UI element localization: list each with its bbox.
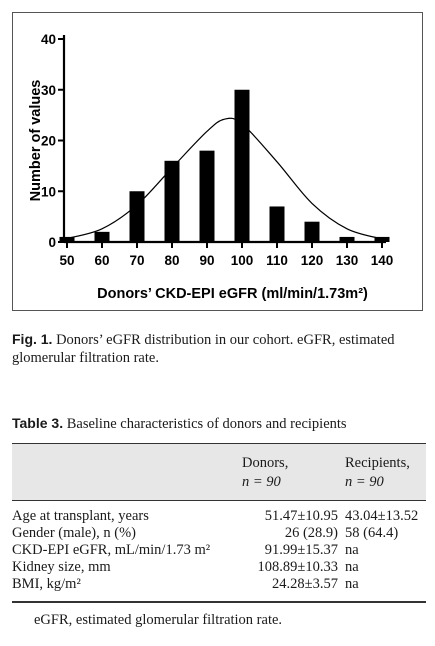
cell-recipients: 43.04±13.52	[345, 508, 419, 524]
table-bottom-rule	[12, 602, 426, 603]
column-header-recipients: Recipients, n = 90	[345, 454, 410, 492]
table-top-rule	[12, 443, 426, 444]
row-label: Kidney size, mm	[12, 559, 111, 575]
table-header: Donors, n = 90 Recipients, n = 90	[12, 444, 426, 500]
x-tick-label: 100	[231, 253, 254, 268]
figure-label: Fig. 1.	[12, 331, 53, 347]
x-tick-label: 110	[266, 253, 288, 268]
bar	[59, 236, 75, 242]
bar	[94, 231, 110, 242]
table-header-rule	[12, 500, 426, 501]
x-axis-label: Donors’ CKD-EPI eGFR (ml/min/1.73m²)	[97, 286, 368, 302]
y-tick-label: 40	[41, 32, 56, 47]
column-name: Donors,	[242, 455, 289, 471]
footnote-text: eGFR, estimated glomerular filtration ra…	[34, 612, 283, 628]
cell-donors: 108.89±10.33	[257, 559, 338, 575]
table-label: Table 3.	[12, 415, 64, 431]
bar	[164, 160, 180, 242]
bar	[269, 206, 285, 242]
table-row: Age at transplant, years 51.47±10.95 43.…	[12, 508, 426, 525]
column-header-donors: Donors, n = 90	[242, 454, 288, 492]
column-name: Recipients,	[345, 455, 410, 471]
x-tick-label: 140	[371, 253, 394, 268]
normal-fit-curve	[66, 117, 383, 240]
bar	[374, 236, 390, 242]
x-tick-label: 60	[94, 253, 109, 268]
column-n: n = 90	[345, 474, 384, 490]
cell-recipients: 58 (64.4)	[345, 525, 399, 541]
cell-donors: 24.28±3.57	[272, 576, 338, 592]
y-tick-label: 20	[41, 134, 56, 149]
baseline-table: Donors, n = 90 Recipients, n = 90 Age at…	[12, 443, 426, 628]
bar	[129, 191, 145, 242]
bar	[234, 89, 250, 242]
table-row: CKD-EPI eGFR, mL/min/1.73 m² 91.99±15.37…	[12, 542, 426, 559]
y-tick-label: 0	[48, 235, 56, 250]
table-footnote: eGFR, estimated glomerular filtration ra…	[12, 602, 426, 638]
y-axis-label: Number of values	[28, 80, 44, 202]
figure-caption: Fig. 1. Donors’ eGFR distribution in our…	[12, 330, 428, 367]
table-title: Table 3. Baseline characteristics of don…	[12, 414, 428, 433]
bar	[339, 236, 355, 242]
row-label: Age at transplant, years	[12, 508, 149, 524]
x-tick-label: 80	[164, 253, 179, 268]
y-tick-label: 10	[41, 184, 56, 199]
table-row: BMI, kg/m² 24.28±3.57 na	[12, 576, 426, 593]
figure-caption-text: Donors’ eGFR distribution in our cohort.…	[12, 332, 395, 366]
table-title-text: Baseline characteristics of donors and r…	[66, 416, 347, 432]
x-tick-label: 120	[301, 253, 324, 268]
cell-recipients: na	[345, 576, 359, 592]
row-label: Gender (male), n (%)	[12, 525, 136, 541]
bar	[304, 221, 320, 242]
cell-donors: 91.99±15.37	[264, 542, 338, 558]
x-tick-label: 130	[336, 253, 359, 268]
bar	[199, 150, 215, 242]
y-tick-label: 30	[41, 83, 56, 98]
cell-recipients: na	[345, 559, 359, 575]
row-label: CKD-EPI eGFR, mL/min/1.73 m²	[12, 542, 211, 558]
table-body-rule	[12, 601, 426, 602]
x-tick-label: 90	[199, 253, 214, 268]
cell-recipients: na	[345, 542, 359, 558]
cell-donors: 26 (28.9)	[284, 525, 338, 541]
table-row: Gender (male), n (%) 26 (28.9) 58 (64.4)	[12, 525, 426, 542]
cell-donors: 51.47±10.95	[264, 508, 338, 524]
row-label: BMI, kg/m²	[12, 576, 81, 592]
x-tick-label: 70	[129, 253, 144, 268]
table-row: Kidney size, mm 108.89±10.33 na	[12, 559, 426, 576]
x-tick-label: 50	[59, 253, 74, 268]
column-n: n = 90	[242, 474, 281, 490]
figure-frame: 0 10 20 30 40 50 60 70 80 90 100 110 120 130 140 Donors…	[12, 12, 423, 311]
egfr-histogram-chart: 0 10 20 30 40 50 60 70 80 90 100 110 120 130 140 Donors…	[28, 32, 394, 302]
table-body: Age at transplant, years 51.47±10.95 43.…	[12, 501, 426, 593]
